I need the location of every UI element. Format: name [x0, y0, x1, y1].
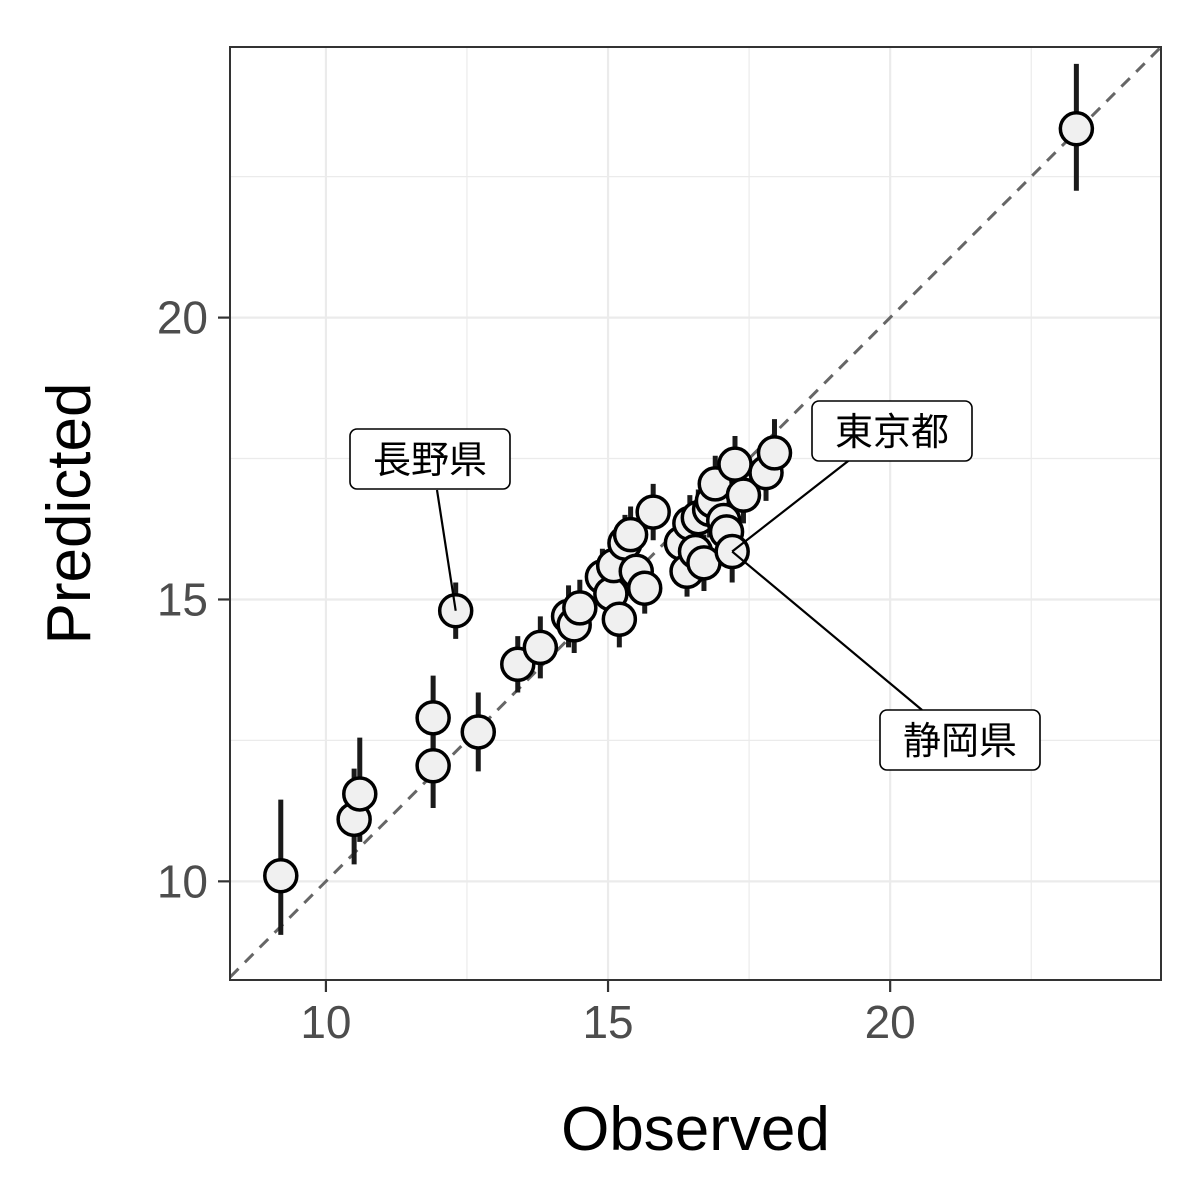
data-point	[635, 494, 671, 530]
data-point	[562, 590, 598, 626]
annotation-box	[349, 428, 511, 490]
data-point	[522, 629, 559, 666]
x-axis: 10 15 20	[300, 980, 916, 1048]
data-point	[717, 446, 753, 482]
y-axis: 10 15 20	[157, 292, 230, 907]
data-point	[626, 570, 663, 606]
data-point	[756, 435, 793, 471]
data-point	[460, 714, 497, 750]
data-points	[263, 110, 1095, 894]
y-tick-label: 10	[157, 855, 208, 907]
y-tick-label: 15	[157, 573, 208, 625]
annotation-text: 長野県	[373, 438, 487, 482]
plot-panel-border	[229, 46, 1162, 981]
annotation-text: 東京都	[835, 410, 949, 454]
y-tick-label: 20	[157, 292, 208, 344]
annotation-label: 静岡県	[731, 550, 1041, 771]
data-point	[612, 516, 649, 553]
annotation-label: 長野県	[349, 428, 511, 611]
data-point	[725, 477, 762, 513]
annotation-label: 東京都	[731, 400, 973, 553]
data-point	[601, 601, 638, 637]
data-point	[415, 748, 451, 784]
x-tick-label: 10	[300, 996, 351, 1048]
x-tick-label: 20	[865, 996, 916, 1048]
y-axis-title: Predicted	[35, 383, 104, 645]
data-point	[415, 700, 451, 736]
x-tick-label: 15	[582, 996, 633, 1048]
x-axis-title: Observed	[561, 1095, 830, 1164]
data-point	[1058, 110, 1095, 147]
annotation-leader-line	[731, 457, 853, 553]
annotation-text: 静岡県	[903, 719, 1017, 763]
annotation-box	[879, 709, 1041, 771]
data-point	[342, 776, 378, 812]
annotation-leader-line	[435, 489, 457, 611]
data-point	[263, 857, 299, 894]
annotation-box	[811, 400, 973, 462]
annotation-leader-line	[731, 550, 923, 711]
